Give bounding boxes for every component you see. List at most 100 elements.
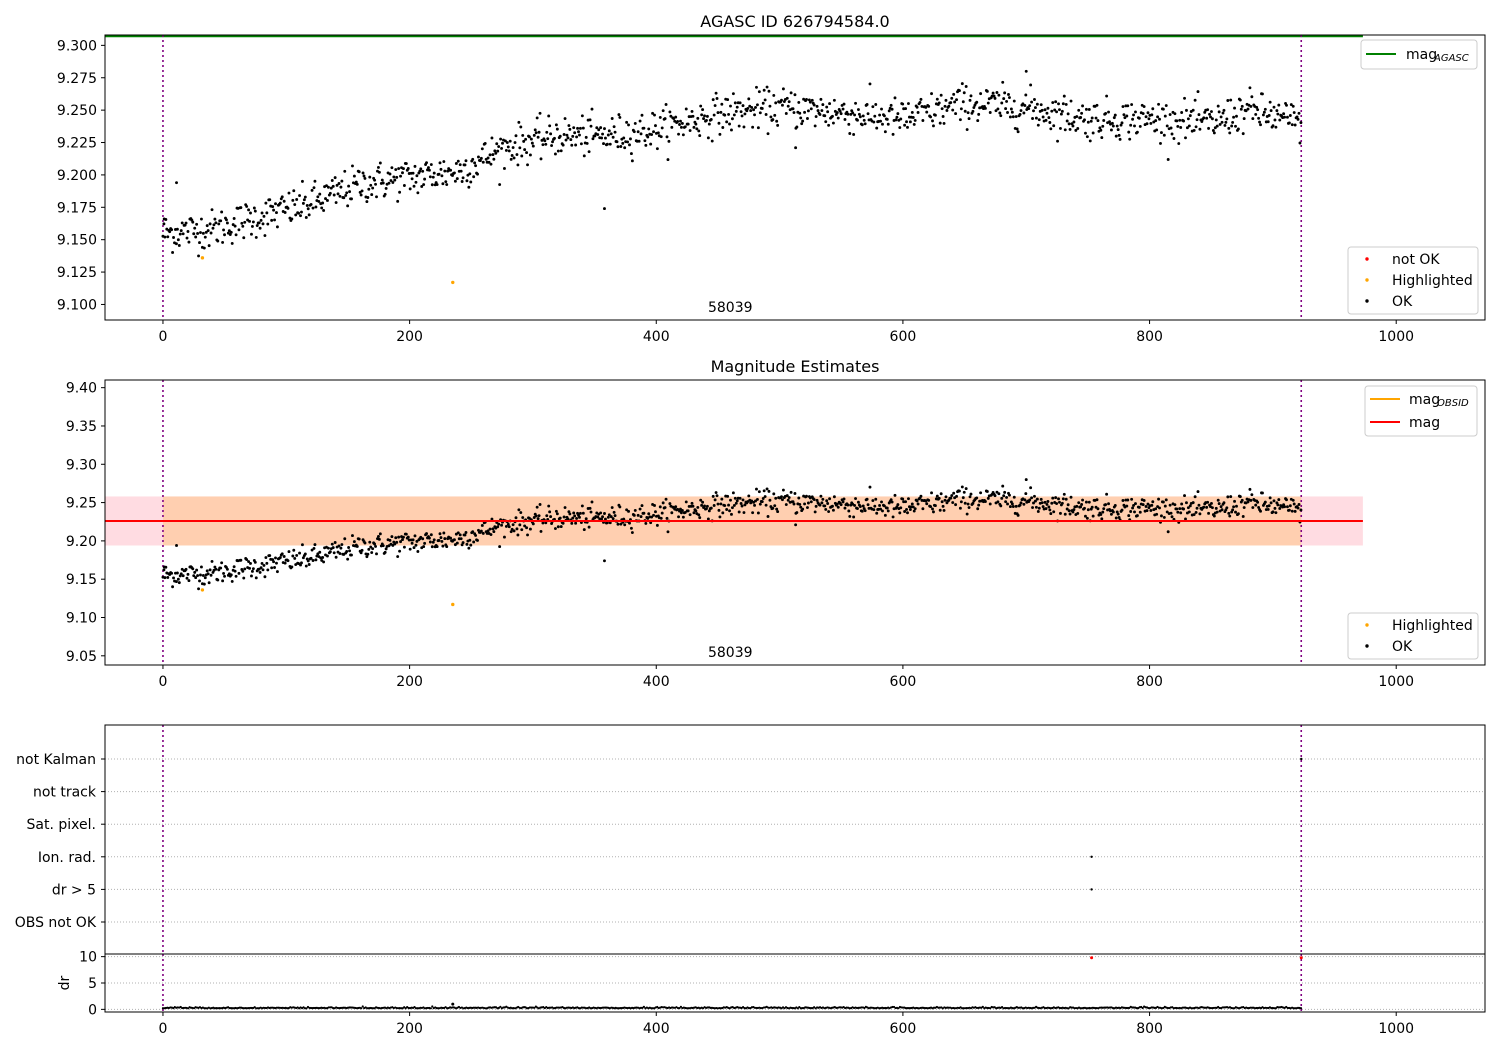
ok-point	[310, 548, 314, 552]
ok-point	[294, 213, 298, 217]
ok-point	[705, 504, 709, 508]
ok-point	[616, 522, 620, 526]
ok-point	[383, 192, 387, 196]
ok-point	[309, 556, 313, 560]
ok-point	[963, 501, 967, 505]
ok-point	[1108, 120, 1111, 124]
ok-point	[644, 143, 648, 147]
ok-point	[1226, 99, 1230, 102]
category-label: Sat. pixel.	[27, 817, 96, 833]
ok-point	[755, 103, 759, 107]
ok-point	[674, 115, 678, 119]
ok-point	[243, 567, 247, 571]
ok-point	[669, 114, 673, 118]
ok-point	[416, 550, 420, 553]
ok-point	[890, 107, 894, 111]
ok-point	[184, 221, 188, 225]
ok-point	[575, 135, 579, 139]
ok-point	[776, 123, 780, 127]
ok-point	[208, 222, 212, 226]
ok-point	[299, 214, 302, 218]
ok-point	[429, 533, 433, 537]
ok-point	[764, 503, 768, 507]
ok-point	[1033, 98, 1036, 101]
ok-point	[1228, 131, 1232, 135]
ok-point	[792, 502, 796, 506]
ok-point	[1083, 118, 1086, 122]
ok-point	[709, 506, 713, 510]
legend-label: mag	[1409, 415, 1440, 431]
ok-point	[1018, 112, 1022, 116]
ok-point	[481, 160, 485, 164]
ok-point	[679, 511, 683, 515]
ok-point	[395, 540, 399, 544]
ok-point	[1133, 510, 1136, 514]
ok-point	[913, 507, 917, 511]
ok-point	[931, 507, 934, 511]
ok-point	[603, 207, 606, 211]
ok-point	[390, 166, 394, 170]
ok-point	[1154, 119, 1158, 123]
ok-point	[416, 191, 420, 195]
ok-point	[581, 126, 585, 130]
ok-point	[544, 142, 548, 146]
ok-point	[644, 521, 648, 525]
ok-point	[954, 112, 958, 116]
x-tick-label: 800	[1136, 1021, 1163, 1037]
ok-point	[199, 573, 202, 577]
ok-point	[949, 496, 953, 500]
ok-point	[443, 169, 447, 173]
ok-point	[760, 500, 764, 504]
ok-point	[1274, 125, 1278, 129]
ok-point	[819, 97, 823, 101]
ok-point	[411, 171, 415, 175]
ok-point	[1210, 110, 1213, 113]
ok-point	[588, 118, 592, 122]
ok-point	[1054, 100, 1058, 104]
chart-title: AGASC ID 626794584.0	[700, 12, 889, 31]
ok-point	[556, 525, 560, 529]
ok-point	[1045, 111, 1049, 115]
ok-point	[1282, 112, 1286, 116]
ok-point	[303, 195, 307, 199]
ok-point	[640, 113, 644, 117]
ok-point	[1248, 487, 1252, 491]
ok-point	[959, 500, 963, 504]
ok-point	[839, 503, 843, 507]
ok-point	[1010, 502, 1014, 506]
ok-point	[1069, 99, 1073, 103]
ok-point	[664, 497, 668, 501]
ok-point	[453, 543, 457, 547]
ok-point	[198, 579, 201, 583]
ok-point	[621, 141, 625, 145]
ok-point	[757, 490, 761, 494]
ok-point	[383, 550, 387, 554]
ok-point	[860, 509, 864, 513]
ok-point	[528, 135, 531, 139]
ok-point	[1256, 500, 1260, 504]
ok-point	[561, 521, 565, 525]
ok-point	[1273, 118, 1277, 122]
ok-point	[1196, 90, 1200, 94]
ok-point	[307, 213, 311, 217]
ok-point	[921, 119, 925, 122]
ok-point	[905, 120, 908, 124]
ok-point	[821, 103, 825, 107]
ok-point	[1271, 124, 1275, 128]
ok-point	[473, 161, 477, 165]
ok-point	[610, 506, 614, 509]
ok-point	[174, 580, 178, 584]
ok-point	[1272, 105, 1276, 109]
ok-point	[986, 496, 990, 500]
legend-label: Highlighted	[1392, 618, 1473, 634]
ok-point	[668, 502, 672, 506]
ok-point	[661, 109, 665, 113]
dr-point	[678, 1007, 681, 1010]
ok-point	[348, 549, 352, 553]
ok-point	[1250, 95, 1254, 99]
ok-point	[249, 211, 252, 215]
ok-point	[681, 133, 685, 137]
ok-point	[907, 497, 910, 501]
ok-point	[1205, 116, 1209, 120]
ok-point	[903, 123, 907, 127]
